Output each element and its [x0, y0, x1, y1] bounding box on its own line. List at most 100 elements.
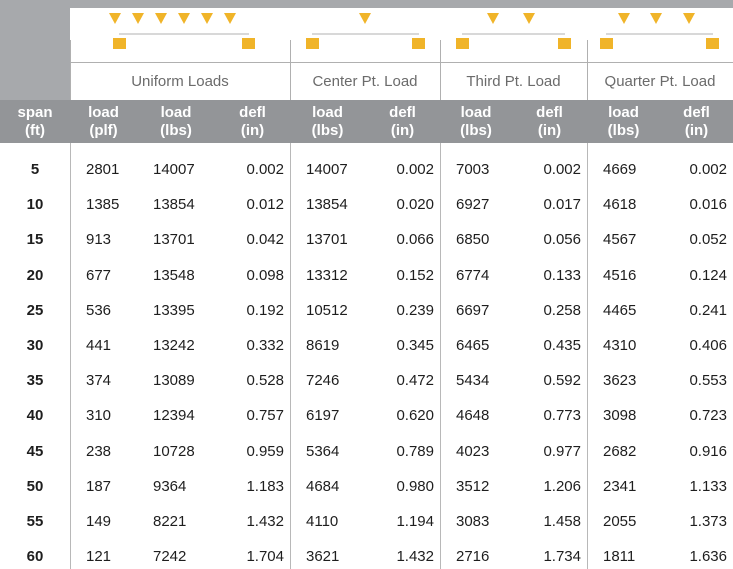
data-cell: 913 — [86, 231, 112, 249]
data-cell: 0.052 — [689, 231, 727, 249]
data-cell: 0.980 — [396, 477, 434, 495]
data-cell: 0.042 — [246, 231, 284, 249]
data-cell: 0.152 — [396, 266, 434, 284]
data-cell: 3621 — [306, 548, 340, 566]
data-cell: 1.636 — [689, 548, 727, 566]
data-cell: 0.002 — [396, 161, 434, 179]
data-cell: 9364 — [153, 477, 187, 495]
column-header-text: load (lbs) — [160, 103, 192, 139]
data-cell: 2801 — [86, 161, 120, 179]
data-cell: 0.916 — [689, 442, 727, 460]
data-cell: 310 — [86, 407, 112, 425]
data-cell: 1811 — [603, 548, 636, 566]
data-cell: 4684 — [306, 477, 340, 495]
data-cell: 0.002 — [246, 161, 284, 179]
data-cell: 6927 — [456, 196, 490, 214]
data-cell: 0.056 — [543, 231, 581, 249]
data-cell: 0.098 — [246, 266, 284, 284]
data-cell: 4567 — [603, 231, 637, 249]
column-header-text: load (plf) — [88, 103, 119, 139]
data-cell: 2055 — [603, 513, 637, 531]
data-cell: 3083 — [456, 513, 490, 531]
data-cell: 4618 — [603, 196, 637, 214]
column-header: load (plf) — [70, 100, 137, 143]
data-cell: 441 — [86, 337, 112, 355]
data-cell: 0.020 — [396, 196, 434, 214]
data-cell: 6465 — [456, 337, 490, 355]
column-header: defl (in) — [660, 100, 733, 143]
data-cell: 536 — [86, 301, 112, 319]
column-header: load (lbs) — [587, 100, 660, 143]
data-cell: 1.194 — [396, 513, 434, 531]
data-cell: 4669 — [603, 161, 637, 179]
data-cell: 0.258 — [543, 301, 581, 319]
data-cell: 2341 — [603, 477, 637, 495]
group-label: Center Pt. Load — [312, 73, 418, 90]
column-header: load (lbs) — [290, 100, 365, 143]
data-cell: 13395 — [153, 301, 195, 319]
data-cell: 0.012 — [246, 196, 284, 214]
data-cell: 0.959 — [246, 442, 284, 460]
data-cell: 8619 — [306, 337, 340, 355]
data-cell: 1.734 — [543, 548, 581, 566]
span-cell: 40 — [26, 407, 44, 425]
data-cell: 13242 — [153, 337, 195, 355]
data-cell: 8221 — [153, 513, 187, 531]
data-cell: 0.553 — [689, 372, 727, 390]
span-cell: 20 — [26, 266, 44, 284]
data-cell: 1.183 — [246, 477, 284, 495]
span-cell: 10 — [26, 196, 44, 214]
data-cell: 0.472 — [396, 372, 434, 390]
data-cell: 10728 — [153, 442, 195, 460]
data-cell: 0.002 — [543, 161, 581, 179]
data-cell: 4648 — [456, 407, 490, 425]
data-cell: 0.435 — [543, 337, 581, 355]
data-cell: 1.206 — [543, 477, 581, 495]
data-cell: 0.977 — [543, 442, 581, 460]
data-cell: 1.432 — [396, 548, 434, 566]
column-header: defl (in) — [512, 100, 587, 143]
data-cell: 10512 — [306, 301, 348, 319]
span-cell: 50 — [26, 477, 44, 495]
data-cell: 7242 — [153, 548, 187, 566]
data-cell: 1.458 — [543, 513, 581, 531]
data-cell: 0.017 — [543, 196, 581, 214]
data-cell: 0.239 — [396, 301, 434, 319]
data-cell: 0.124 — [689, 266, 727, 284]
data-cell: 0.241 — [689, 301, 727, 319]
data-cell: 374 — [86, 372, 112, 390]
data-cell: 14007 — [306, 161, 348, 179]
data-cell: 7003 — [456, 161, 490, 179]
data-cell: 4023 — [456, 442, 490, 460]
data-cell: 1.432 — [246, 513, 284, 531]
data-cell: 0.757 — [246, 407, 284, 425]
data-cell: 13312 — [306, 266, 348, 284]
data-cell: 238 — [86, 442, 112, 460]
data-cell: 121 — [86, 548, 112, 566]
data-cell: 1.133 — [689, 477, 727, 495]
span-cell: 45 — [26, 442, 44, 460]
data-cell: 0.345 — [396, 337, 434, 355]
data-cell: 149 — [86, 513, 112, 531]
data-cell: 0.192 — [246, 301, 284, 319]
column-header: defl (in) — [365, 100, 440, 143]
group-label: Third Pt. Load — [466, 73, 561, 90]
data-cell: 0.133 — [543, 266, 581, 284]
data-cell: 5434 — [456, 372, 490, 390]
data-cell: 6774 — [456, 266, 490, 284]
column-header-text: defl (in) — [239, 103, 266, 139]
column-header-text: span (ft) — [17, 103, 53, 139]
data-cell: 4310 — [603, 337, 637, 355]
column-header: load (lbs) — [440, 100, 512, 143]
data-cell: 5364 — [306, 442, 340, 460]
load-icons — [70, 13, 733, 100]
data-cell: 13089 — [153, 372, 195, 390]
span-cell: 30 — [26, 337, 44, 355]
column-header-text: load (lbs) — [460, 103, 492, 139]
column-header: defl (in) — [215, 100, 290, 143]
data-cell: 677 — [86, 266, 112, 284]
data-cell: 13701 — [306, 231, 348, 249]
span-cell: 5 — [30, 161, 40, 179]
span-cell: 25 — [26, 301, 44, 319]
